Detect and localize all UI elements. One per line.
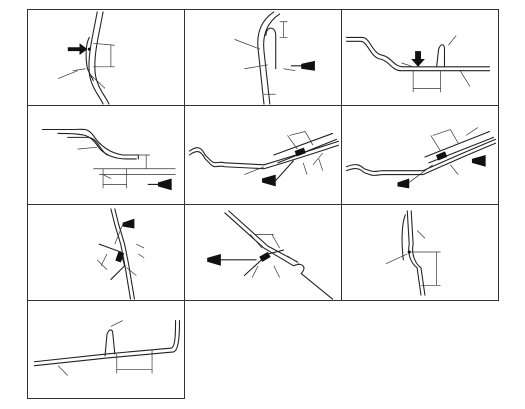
nozzle-icon	[262, 174, 276, 187]
panel-3	[341, 9, 499, 106]
nozzle-icon	[122, 218, 135, 229]
nozzle-icon	[471, 155, 486, 167]
panel-7-drawing	[96, 208, 145, 300]
panel-6-drawing	[345, 127, 496, 189]
panel-7	[27, 204, 185, 301]
panel-2	[184, 9, 342, 106]
panel-8	[184, 204, 342, 301]
panel-9	[341, 204, 499, 301]
panel-10-drawing	[33, 320, 181, 376]
nozzle-icon	[157, 178, 172, 191]
panel-2-drawing	[234, 11, 315, 105]
panel-1	[27, 9, 185, 106]
panel-3-drawing	[346, 35, 491, 93]
panel-5	[184, 105, 342, 205]
nozzle-icon	[207, 253, 221, 266]
panel-6	[341, 105, 499, 205]
arrow-icon	[67, 43, 88, 56]
arrow-down-icon	[411, 51, 425, 67]
panel-1-drawing	[57, 11, 115, 105]
panel-10	[27, 300, 185, 399]
panel-9-drawing	[385, 210, 441, 296]
nozzle-icon	[397, 178, 410, 189]
panel-5-drawing	[188, 131, 339, 187]
nozzle-icon	[301, 60, 315, 71]
panel-4	[27, 105, 185, 205]
panel-8-drawing	[207, 210, 334, 300]
panel-4-drawing	[41, 128, 176, 191]
